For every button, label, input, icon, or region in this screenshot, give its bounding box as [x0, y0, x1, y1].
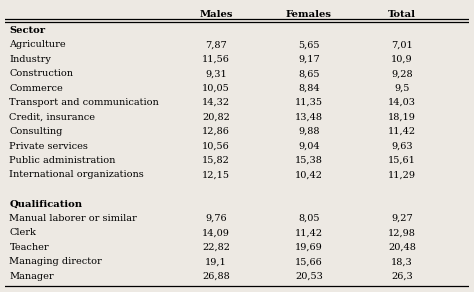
Text: 9,88: 9,88	[298, 127, 320, 136]
Text: 10,56: 10,56	[202, 142, 230, 151]
Text: 9,31: 9,31	[205, 69, 227, 78]
Text: 20,53: 20,53	[295, 272, 323, 281]
Text: Commerce: Commerce	[9, 84, 63, 93]
Text: 20,48: 20,48	[388, 243, 416, 252]
Text: Teacher: Teacher	[9, 243, 49, 252]
Text: 9,17: 9,17	[298, 55, 320, 64]
Text: Transport and communication: Transport and communication	[9, 98, 159, 107]
Text: Sector: Sector	[9, 26, 46, 35]
Text: 11,42: 11,42	[388, 127, 416, 136]
Text: 7,87: 7,87	[205, 40, 227, 49]
Text: 11,29: 11,29	[388, 171, 416, 180]
Text: 14,03: 14,03	[388, 98, 416, 107]
Text: 18,3: 18,3	[391, 257, 413, 266]
Text: 9,04: 9,04	[298, 142, 320, 151]
Text: 5,65: 5,65	[298, 40, 320, 49]
Text: 10,42: 10,42	[295, 171, 323, 180]
Text: 19,1: 19,1	[205, 257, 227, 266]
Text: 10,9: 10,9	[391, 55, 413, 64]
Text: Manager: Manager	[9, 272, 54, 281]
Text: Females: Females	[286, 10, 332, 19]
Text: Agriculture: Agriculture	[9, 40, 66, 49]
Text: 8,05: 8,05	[298, 214, 320, 223]
Text: Public administration: Public administration	[9, 156, 116, 165]
Text: Consulting: Consulting	[9, 127, 63, 136]
Text: Construction: Construction	[9, 69, 73, 78]
Text: 15,61: 15,61	[388, 156, 416, 165]
Text: 10,05: 10,05	[202, 84, 230, 93]
Text: 9,27: 9,27	[391, 214, 413, 223]
Text: 13,48: 13,48	[295, 113, 323, 121]
Text: Total: Total	[388, 10, 416, 19]
Text: Males: Males	[200, 10, 233, 19]
Text: 20,82: 20,82	[202, 113, 230, 121]
Text: 12,15: 12,15	[202, 171, 230, 180]
Text: Industry: Industry	[9, 55, 51, 64]
Text: 9,76: 9,76	[205, 214, 227, 223]
Text: 11,42: 11,42	[295, 228, 323, 237]
Text: 8,65: 8,65	[298, 69, 320, 78]
Text: 8,84: 8,84	[298, 84, 320, 93]
Text: 11,56: 11,56	[202, 55, 230, 64]
Text: 26,88: 26,88	[202, 272, 230, 281]
Text: Private services: Private services	[9, 142, 88, 151]
Text: 7,01: 7,01	[391, 40, 413, 49]
Text: Managing director: Managing director	[9, 257, 102, 266]
Text: 11,35: 11,35	[295, 98, 323, 107]
Text: Clerk: Clerk	[9, 228, 36, 237]
Text: Credit, insurance: Credit, insurance	[9, 113, 95, 121]
Text: 9,5: 9,5	[394, 84, 410, 93]
Text: 14,09: 14,09	[202, 228, 230, 237]
Text: 19,69: 19,69	[295, 243, 323, 252]
Text: 9,63: 9,63	[391, 142, 413, 151]
Text: 26,3: 26,3	[391, 272, 413, 281]
Text: 12,86: 12,86	[202, 127, 230, 136]
Text: International organizations: International organizations	[9, 171, 144, 180]
Text: Qualification: Qualification	[9, 199, 82, 208]
Text: 12,98: 12,98	[388, 228, 416, 237]
Text: 9,28: 9,28	[391, 69, 413, 78]
Text: 15,38: 15,38	[295, 156, 323, 165]
Text: 15,66: 15,66	[295, 257, 323, 266]
Text: 15,82: 15,82	[202, 156, 230, 165]
Text: 18,19: 18,19	[388, 113, 416, 121]
Text: Manual laborer or similar: Manual laborer or similar	[9, 214, 137, 223]
Text: 14,32: 14,32	[202, 98, 230, 107]
Text: 22,82: 22,82	[202, 243, 230, 252]
